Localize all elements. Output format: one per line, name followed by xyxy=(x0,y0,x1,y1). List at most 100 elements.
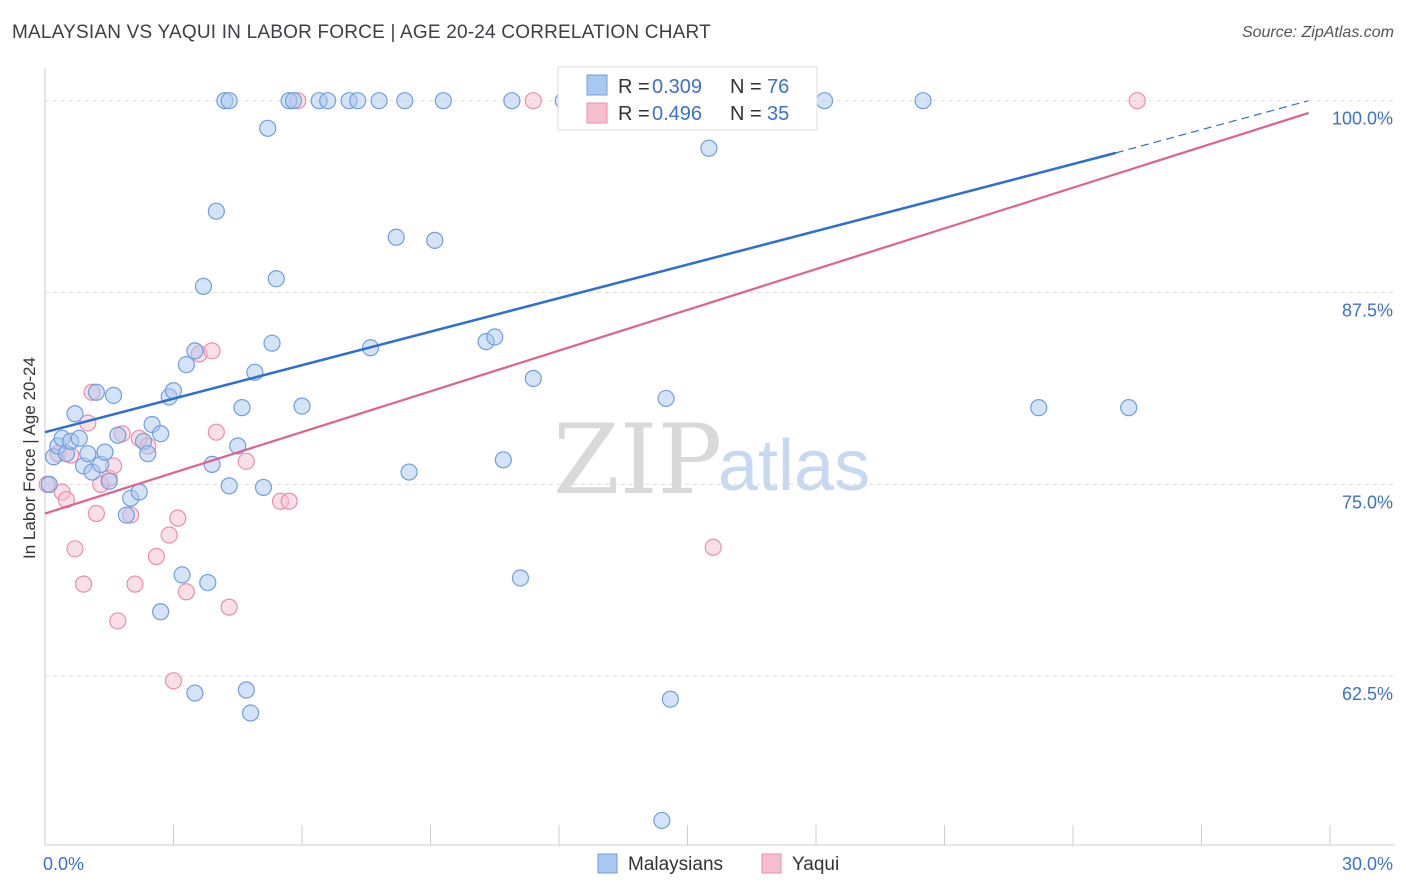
grid-layer xyxy=(45,100,1395,677)
watermark: ZIP atlas xyxy=(553,404,870,516)
yaqui-point xyxy=(160,526,178,544)
yaqui-r-label: R = xyxy=(618,103,650,125)
yaqui-r-value: 0.496 xyxy=(652,103,702,125)
malaysians-point xyxy=(229,437,247,455)
malaysians-point xyxy=(494,451,512,469)
malaysians-point xyxy=(177,356,195,374)
malaysians-point xyxy=(284,92,303,110)
malaysians-point xyxy=(152,603,170,621)
yaqui-point xyxy=(169,509,187,527)
malaysians-point xyxy=(914,92,932,110)
malaysians-point xyxy=(1120,399,1138,417)
trend-lines xyxy=(44,100,1309,515)
legend-yaqui-label: Yaqui xyxy=(792,854,839,875)
watermark-zip: ZIP xyxy=(553,404,722,516)
yaqui-point xyxy=(164,672,183,690)
malaysians-point xyxy=(653,811,671,830)
x-tick-labels: 0.0% 30.0% xyxy=(43,854,1393,874)
malaysians-point xyxy=(104,386,123,404)
malaysians-point xyxy=(109,426,127,444)
chart-title: MALAYSIAN VS YAQUI IN LABOR FORCE | AGE … xyxy=(12,22,711,43)
y-tick-label: 87.5% xyxy=(1342,301,1393,321)
malaysians-point xyxy=(396,92,414,110)
malaysians-point xyxy=(100,472,118,490)
yaqui-point xyxy=(109,612,127,630)
malaysians-point xyxy=(486,328,504,346)
malaysians-point xyxy=(87,383,106,401)
yaqui-point xyxy=(704,538,722,556)
yaqui-point xyxy=(237,452,255,470)
yaqui-point xyxy=(524,92,542,110)
malaysians-point xyxy=(319,92,337,110)
malaysians-point xyxy=(79,445,97,463)
malaysians-point xyxy=(186,684,204,702)
yaqui-point xyxy=(1128,92,1146,110)
malaysians-swatch xyxy=(586,74,608,96)
malaysians-point xyxy=(66,405,84,423)
malaysians-point xyxy=(293,397,311,415)
yaqui-point xyxy=(207,423,225,441)
y-axis-label: In Labor Force | Age 20-24 xyxy=(20,357,39,559)
series-legend: Malaysians Yaqui xyxy=(597,853,839,875)
yaqui-point xyxy=(147,547,165,566)
malaysians-point xyxy=(139,445,157,463)
legend-malaysians-label: Malaysians xyxy=(628,854,723,875)
y-tick-label: 62.5% xyxy=(1342,684,1393,704)
malaysians-point xyxy=(254,478,273,497)
malaysians-point xyxy=(207,202,225,220)
malaysians-r-value: 0.309 xyxy=(652,76,702,98)
malaysians-point xyxy=(173,566,191,584)
malaysians-point xyxy=(387,228,405,246)
malaysians-point xyxy=(511,569,530,587)
malaysians-point xyxy=(194,277,213,295)
malaysians-point xyxy=(220,92,238,110)
malaysians-trend-line xyxy=(44,151,1117,434)
yaqui-point xyxy=(66,540,84,558)
malaysians-point xyxy=(186,342,204,360)
malaysians-point xyxy=(524,369,542,388)
malaysians-point xyxy=(1030,399,1048,417)
yaqui-n-value: 35 xyxy=(767,103,789,125)
y-tick-labels: 100.0% 87.5% 75.0% 62.5% xyxy=(1332,109,1393,704)
malaysians-point xyxy=(661,690,679,708)
y-tick-label: 75.0% xyxy=(1342,492,1393,512)
malaysians-point xyxy=(152,425,170,443)
malaysians-points xyxy=(40,92,1138,830)
yaqui-point xyxy=(126,575,144,593)
malaysians-point xyxy=(199,573,217,592)
malaysians-point xyxy=(259,119,277,137)
y-tick-label: 100.0% xyxy=(1332,109,1393,129)
malaysians-point xyxy=(349,92,367,110)
malaysians-point xyxy=(233,399,251,417)
malaysians-point xyxy=(426,231,444,249)
malaysians-point xyxy=(96,443,114,461)
malaysians-point xyxy=(220,477,238,495)
stats-legend: R = 0.309 N = 76 R = 0.496 N = 35 xyxy=(557,66,818,131)
yaqui-point xyxy=(177,583,195,601)
yaqui-n-label: N = xyxy=(730,103,762,125)
malaysians-n-label: N = xyxy=(730,76,762,98)
malaysians-point xyxy=(657,389,675,408)
yaqui-point xyxy=(203,342,221,360)
malaysians-point xyxy=(117,506,135,524)
malaysians-point xyxy=(700,139,718,157)
malaysians-point xyxy=(400,463,418,481)
malaysians-point xyxy=(815,92,834,110)
x-tick-label: 0.0% xyxy=(43,854,84,874)
malaysians-point xyxy=(70,429,88,447)
yaqui-swatch xyxy=(586,102,608,124)
legend-malaysians-swatch xyxy=(597,853,618,874)
yaqui-point xyxy=(74,575,93,593)
malaysians-point xyxy=(503,92,521,110)
malaysians-point xyxy=(267,270,285,288)
malaysians-r-label: R = xyxy=(618,76,650,98)
malaysians-point xyxy=(40,475,58,493)
malaysians-n-value: 76 xyxy=(767,76,789,98)
watermark-atlas: atlas xyxy=(718,426,870,506)
yaqui-trend-line xyxy=(44,111,1309,515)
malaysians-point xyxy=(370,92,388,110)
legend-yaqui-swatch xyxy=(761,853,782,874)
x-tick-label: 30.0% xyxy=(1342,854,1393,874)
malaysians-point xyxy=(434,92,452,110)
